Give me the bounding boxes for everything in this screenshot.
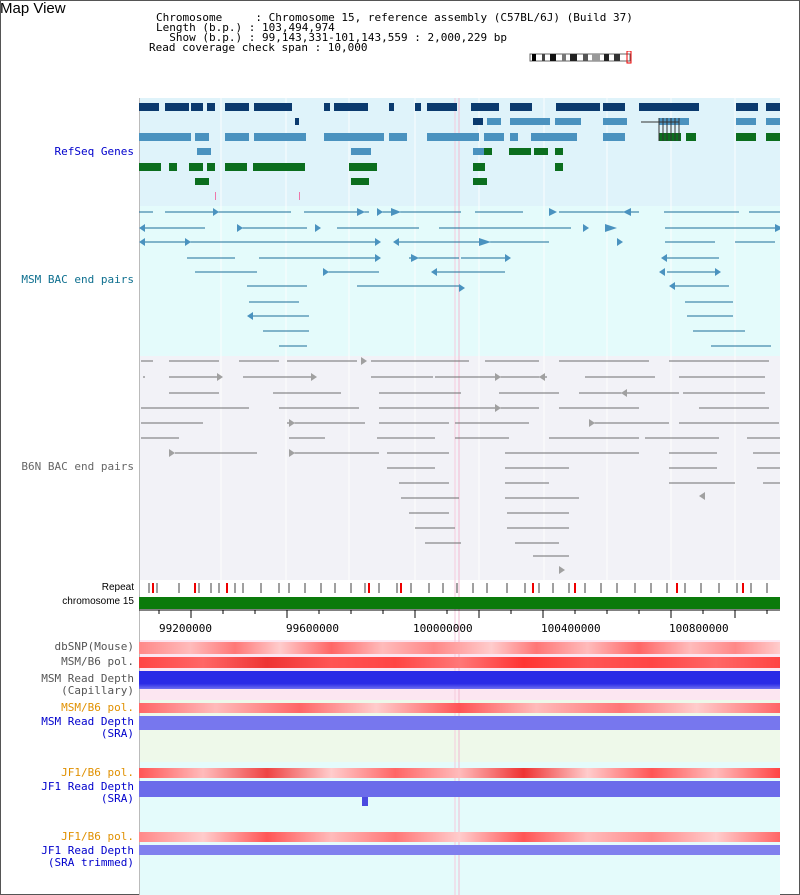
- track-label-repeat[interactable]: Repeat: [101, 582, 134, 593]
- msm-depth-sra-graph[interactable]: [139, 716, 780, 730]
- jf1-depth-dip: [362, 797, 368, 806]
- grid-lines: [220, 98, 736, 895]
- axis-tick-label: 100800000: [669, 622, 729, 635]
- jf1-depth-sra-graph[interactable]: [139, 781, 780, 797]
- track-label-jf1-b6-pol-2[interactable]: JF1/B6 pol.: [61, 830, 134, 843]
- show-range-info: Show (b.p.) : 99,143,331-101,143,559 : 2…: [156, 31, 507, 44]
- track-label-msm-depth-sra[interactable]: MSM Read Depth (SRA): [41, 715, 134, 740]
- coverage-span-info: Read coverage check span : 10,000: [149, 41, 368, 54]
- dbsnp-heat-strip[interactable]: [139, 642, 780, 654]
- msm-bac-pairs-track[interactable]: [139, 206, 780, 356]
- track-label-jf1-depth-sra[interactable]: JF1 Read Depth (SRA): [41, 780, 134, 805]
- b6n-bac-pairs-track[interactable]: [139, 356, 780, 580]
- axis-tick-label: 99200000: [159, 622, 212, 635]
- jf1-b6-pol-strip[interactable]: [139, 768, 780, 778]
- chromosome-ideogram[interactable]: [528, 51, 634, 64]
- track-label-jf1-b6-pol[interactable]: JF1/B6 pol.: [61, 766, 134, 779]
- refseq-genes-track[interactable]: [139, 98, 780, 206]
- axis-tick-label: 99600000: [286, 622, 339, 635]
- msm-b6-pol-strip-2[interactable]: [139, 703, 780, 713]
- track-label-chromosome[interactable]: chromosome 15: [62, 596, 134, 607]
- track-label-dbsnp[interactable]: dbSNP(Mouse): [54, 640, 134, 653]
- axis-tick-label: 100000000: [413, 622, 473, 635]
- jf1-depth-trimmed-graph[interactable]: [139, 845, 780, 855]
- position-axis: [139, 609, 780, 618]
- chromosome-bar[interactable]: [139, 597, 780, 609]
- track-label-refseq[interactable]: RefSeq Genes: [54, 145, 134, 158]
- page-title: Map View: [0, 0, 66, 17]
- track-left-border: [139, 98, 140, 895]
- track-label-msm-bac[interactable]: MSM BAC end pairs: [21, 273, 134, 286]
- msm-b6-pol-strip[interactable]: [139, 657, 780, 668]
- track-label-jf1-depth-trimmed[interactable]: JF1 Read Depth (SRA trimmed): [41, 844, 134, 869]
- length-info: Length (b.p.) : 103,494,974: [156, 21, 335, 34]
- track-label-msm-b6-pol[interactable]: MSM/B6 pol.: [61, 655, 134, 668]
- repeat-track[interactable]: [139, 582, 780, 594]
- axis-tick-label: 100400000: [541, 622, 601, 635]
- track-label-msm-b6-pol-2[interactable]: MSM/B6 pol.: [61, 701, 134, 714]
- msm-depth-capillary-graph[interactable]: [139, 671, 780, 689]
- track-label-msm-depth-capillary[interactable]: MSM Read Depth (Capillary): [41, 672, 134, 697]
- track-label-b6n-bac[interactable]: B6N BAC end pairs: [21, 460, 134, 473]
- chromosome-info: Chromosome : Chromosome 15, reference as…: [156, 11, 633, 24]
- jf1-b6-pol-strip-2[interactable]: [139, 832, 780, 842]
